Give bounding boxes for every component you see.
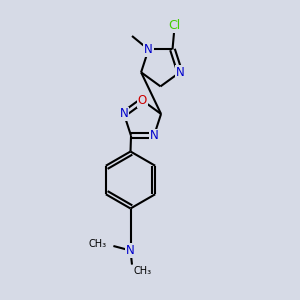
- Text: Cl: Cl: [168, 19, 180, 32]
- Text: N: N: [176, 66, 184, 79]
- Text: CH₃: CH₃: [134, 266, 152, 276]
- Text: N: N: [126, 244, 135, 257]
- Text: O: O: [138, 94, 147, 107]
- Text: N: N: [120, 107, 128, 121]
- Text: CH₃: CH₃: [88, 239, 106, 249]
- Text: N: N: [144, 43, 153, 56]
- Text: N: N: [150, 129, 158, 142]
